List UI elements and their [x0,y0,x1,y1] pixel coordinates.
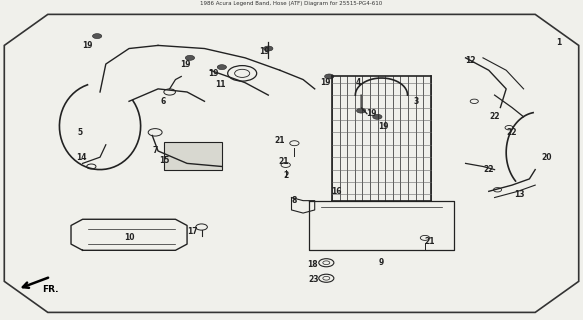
Text: 19: 19 [181,60,191,68]
FancyBboxPatch shape [164,142,222,170]
Text: 19: 19 [82,41,93,50]
Text: 16: 16 [331,187,342,196]
Text: 6: 6 [160,97,166,106]
Text: 21: 21 [275,136,285,145]
Text: 15: 15 [159,156,169,165]
Text: 17: 17 [188,227,198,236]
Circle shape [373,114,382,119]
Circle shape [93,34,102,39]
Text: 14: 14 [76,153,87,162]
Text: 18: 18 [308,260,318,269]
Text: 19: 19 [259,47,270,56]
Text: 10: 10 [124,233,134,242]
Text: 13: 13 [514,190,524,199]
Text: 22: 22 [489,112,500,121]
Text: FR.: FR. [43,284,59,294]
Text: 3: 3 [413,97,419,106]
Text: 22: 22 [483,165,494,174]
Text: 21: 21 [279,157,289,166]
Text: 2: 2 [283,171,289,180]
Circle shape [264,46,273,51]
Text: 11: 11 [216,80,226,89]
Text: 12: 12 [465,56,476,66]
Circle shape [217,65,227,70]
Text: 22: 22 [507,128,517,137]
Title: 1986 Acura Legend Band, Hose (ATF) Diagram for 25515-PG4-610: 1986 Acura Legend Band, Hose (ATF) Diagr… [201,1,382,6]
Text: 19: 19 [366,109,377,118]
Circle shape [356,108,366,113]
Text: 9: 9 [379,258,384,267]
Text: 4: 4 [356,78,361,87]
Text: 1: 1 [556,38,561,47]
Text: 7: 7 [153,147,158,156]
Text: 19: 19 [321,78,331,87]
Text: 20: 20 [542,153,552,162]
Circle shape [325,74,334,79]
Text: 8: 8 [292,196,297,205]
Text: 19: 19 [378,122,388,131]
Text: 5: 5 [77,128,82,137]
Text: 19: 19 [208,69,219,78]
Circle shape [185,55,195,60]
Text: 23: 23 [308,275,319,284]
Text: 21: 21 [424,236,435,245]
